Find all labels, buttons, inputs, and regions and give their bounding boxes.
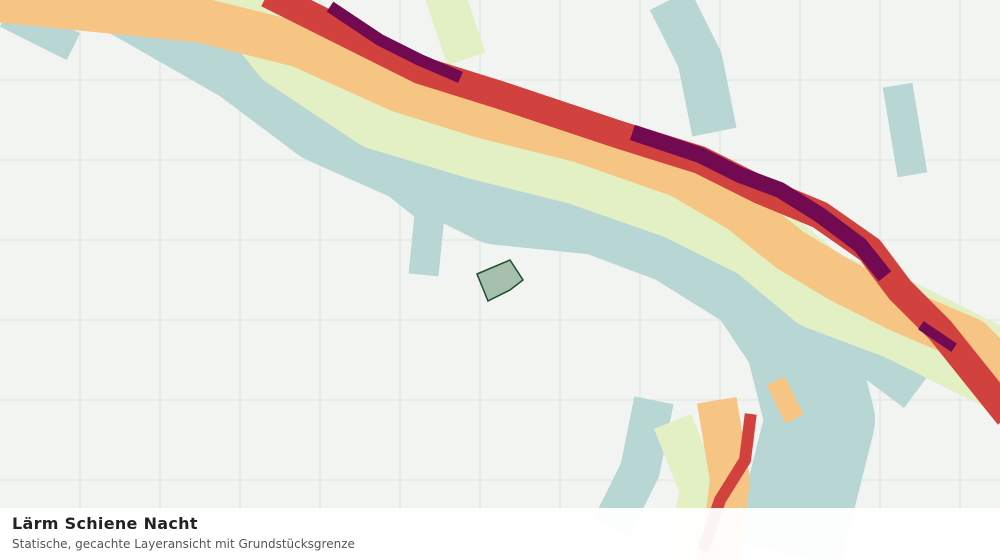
title: Lärm Schiene Nacht [12, 514, 198, 533]
footer: Lärm Schiene Nacht Statische, gecachte L… [0, 508, 1000, 560]
subtitle: Statische, gecachte Layeransicht mit Gru… [12, 537, 355, 551]
parcel-boundary [476, 259, 525, 303]
